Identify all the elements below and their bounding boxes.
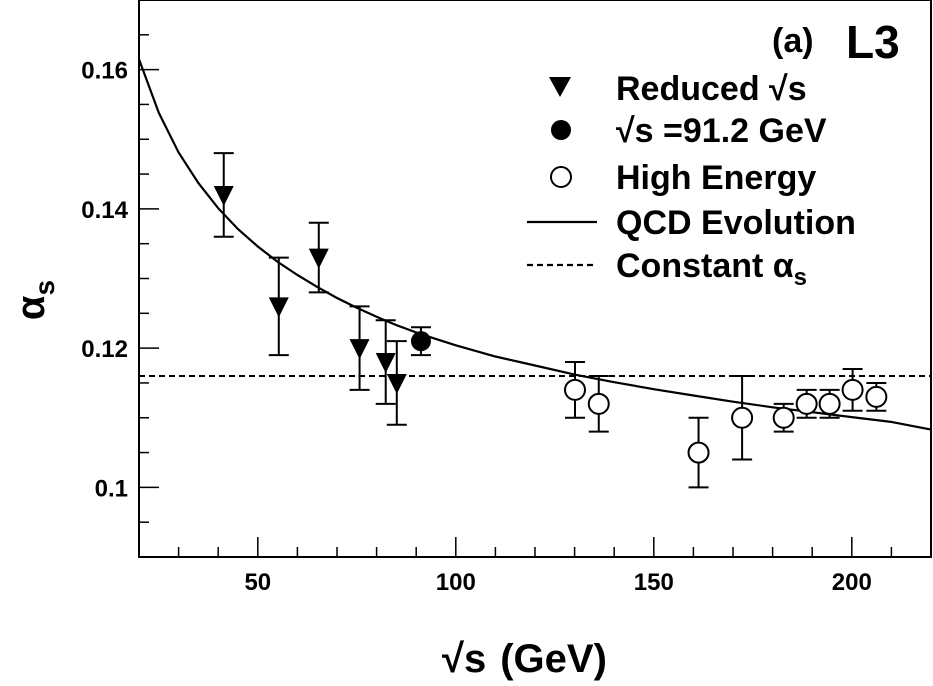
point-high-energy bbox=[795, 392, 818, 415]
point-reduced bbox=[386, 373, 407, 394]
x-tick-label: 150 bbox=[634, 569, 674, 596]
point-z-pole bbox=[410, 331, 431, 352]
y-tick-label: 0.16 bbox=[81, 58, 128, 85]
point-reduced bbox=[213, 185, 234, 206]
legend: Reduced √s √s =91.2 GeV High Energy QCD … bbox=[527, 70, 856, 291]
experiment-label: L3 bbox=[846, 16, 900, 68]
legend-item-qcd: QCD Evolution bbox=[527, 204, 856, 242]
point-high-energy bbox=[587, 392, 610, 415]
y-tick-label: 0.14 bbox=[81, 197, 128, 224]
data-points bbox=[213, 152, 888, 489]
point-reduced bbox=[308, 248, 329, 269]
legend-marker-down-triangle bbox=[549, 77, 571, 97]
axis-ticks bbox=[139, 0, 893, 558]
x-tick-label: 50 bbox=[244, 569, 271, 596]
tick-labels: 50 100 150 200 0.1 0.12 0.14 0.16 bbox=[81, 58, 872, 596]
x-tick-label: 100 bbox=[436, 569, 476, 596]
point-reduced bbox=[268, 297, 289, 318]
legend-item-high: High Energy bbox=[550, 159, 816, 197]
point-high-energy bbox=[772, 406, 795, 429]
legend-marker-filled-circle bbox=[551, 120, 571, 140]
y-tick-label: 0.1 bbox=[95, 475, 128, 502]
legend-item-const: Constant αs bbox=[527, 247, 807, 291]
legend-label-qcd: QCD Evolution bbox=[616, 204, 856, 242]
legend-item-reduced: Reduced √s bbox=[549, 70, 807, 108]
qcd-evolution-curve bbox=[137, 58, 932, 431]
x-axis-title: √s (GeV) bbox=[442, 637, 607, 681]
point-reduced bbox=[349, 339, 370, 360]
point-high-energy bbox=[865, 385, 888, 408]
legend-label-z: √s =91.2 GeV bbox=[616, 112, 827, 150]
point-high-energy bbox=[563, 378, 586, 401]
legend-label-const: Constant αs bbox=[616, 247, 807, 291]
legend-label-reduced: Reduced √s bbox=[616, 70, 807, 108]
point-high-energy bbox=[731, 406, 754, 429]
y-tick-label: 0.12 bbox=[81, 336, 128, 363]
point-high-energy bbox=[841, 378, 864, 401]
legend-item-z: √s =91.2 GeV bbox=[551, 112, 827, 150]
panel-label: (a) bbox=[772, 22, 814, 60]
point-high-energy bbox=[818, 392, 841, 415]
legend-marker-open-circle bbox=[550, 166, 572, 188]
plot-frame bbox=[138, 0, 932, 558]
y-axis-title: αs bbox=[9, 280, 60, 320]
plot-lines bbox=[137, 58, 932, 431]
legend-label-high: High Energy bbox=[616, 159, 816, 197]
point-high-energy bbox=[687, 441, 710, 464]
point-reduced bbox=[375, 353, 396, 374]
x-tick-label: 200 bbox=[832, 569, 872, 596]
